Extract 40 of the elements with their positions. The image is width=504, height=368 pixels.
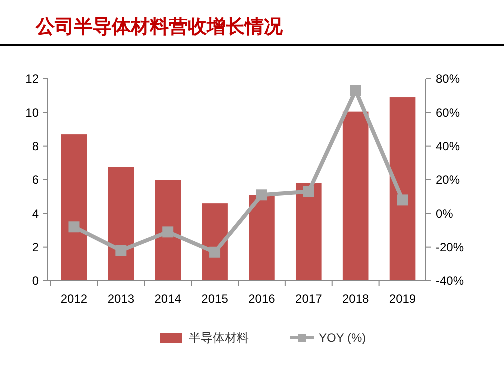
y2-tick-label: 40% (436, 140, 460, 154)
point (162, 226, 174, 238)
point (256, 190, 268, 201)
x-tick-label: 2012 (60, 292, 88, 306)
y-tick-label: 10 (26, 106, 40, 120)
x-tick-label: 2013 (108, 292, 135, 306)
y2-tick-label: 60% (436, 106, 460, 120)
y2-tick-label: 20% (436, 173, 460, 188)
y-tick-label: 0 (32, 274, 40, 288)
bar (108, 167, 134, 281)
x-tick-label: 2015 (202, 292, 229, 306)
legend-label: YOY (%) (319, 331, 366, 346)
x-tick-label: 2016 (248, 292, 276, 306)
point (303, 186, 314, 198)
y2-tick-label: -40% (436, 274, 464, 288)
x-tick-label: 2019 (389, 292, 416, 306)
point (350, 85, 362, 96)
bar (155, 180, 182, 281)
y2-tick-label: -20% (436, 240, 464, 255)
chart-title: 公司半导体材料营收增长情况 (35, 16, 284, 38)
bar (390, 98, 416, 281)
x-tick-label: 2017 (296, 292, 323, 306)
bar (342, 112, 369, 281)
y-tick-label: 12 (26, 72, 40, 86)
legend-label: 半导体材料 (189, 331, 249, 346)
y-tick-label: 6 (32, 173, 40, 188)
y-tick-label: 8 (32, 140, 40, 154)
point (210, 246, 221, 258)
point (397, 194, 408, 206)
y-tick-label: 2 (32, 240, 40, 255)
bar (61, 134, 88, 281)
point (68, 222, 80, 233)
bar (249, 195, 275, 281)
y-tick-label: 4 (32, 206, 40, 221)
x-tick-label: 2014 (154, 292, 182, 306)
bar (296, 183, 322, 281)
x-tick-label: 2018 (342, 292, 370, 306)
y2-tick-label: 80% (436, 72, 460, 86)
point (116, 245, 127, 256)
y2-tick-label: 0% (436, 206, 454, 221)
